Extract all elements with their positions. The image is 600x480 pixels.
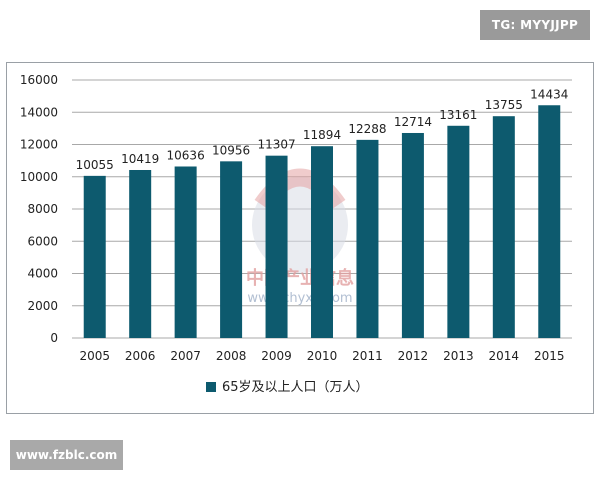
bar-2008 [220, 161, 243, 338]
y-tick-label: 4000 [27, 267, 58, 281]
x-tick-label: 2012 [398, 349, 429, 363]
data-label-2006: 10419 [121, 152, 159, 166]
x-tick-label: 2014 [489, 349, 520, 363]
bar-2011 [356, 139, 379, 338]
y-axis-ticks: 0 2000 4000 6000 8000 10000 12000 14000 16000 [20, 73, 58, 345]
y-tick-label: 16000 [20, 73, 58, 87]
watermark-text: 中国产业信息 [246, 267, 354, 289]
data-label-2009: 11307 [257, 138, 295, 152]
x-tick-label: 2013 [443, 349, 474, 363]
x-axis-ticks: 2005 2006 2007 2008 2009 2010 2011 2012 2013 2014… [79, 349, 564, 363]
bar-2015 [538, 105, 561, 339]
data-label-2010: 11894 [303, 128, 341, 142]
data-label-2014: 13755 [485, 98, 523, 112]
bar-2014 [492, 116, 515, 338]
x-tick-label: 2015 [534, 349, 565, 363]
y-tick-label: 0 [50, 331, 58, 345]
data-label-2011: 12288 [348, 122, 386, 136]
data-label-2007: 10636 [167, 148, 205, 162]
bar-2012 [401, 132, 424, 338]
bar-2005 [83, 175, 106, 338]
data-label-2012: 12714 [394, 115, 432, 129]
legend-swatch [206, 382, 216, 392]
legend: 65岁及以上人口（万人） [206, 380, 369, 395]
y-tick-label: 14000 [20, 105, 58, 119]
y-tick-label: 6000 [27, 234, 58, 248]
site-badge: www.fzblc.com [10, 440, 123, 470]
tg-badge: TG: MYYJJPP [480, 10, 590, 40]
x-tick-label: 2008 [216, 349, 247, 363]
bar-2010 [311, 146, 333, 338]
bar-2013 [447, 125, 470, 339]
x-tick-label: 2010 [307, 349, 338, 363]
bars [83, 105, 561, 339]
data-label-2005: 10055 [76, 158, 114, 172]
bar-2007 [174, 166, 197, 338]
y-tick-label: 2000 [27, 299, 58, 313]
x-tick-label: 2006 [125, 349, 156, 363]
x-tick-label: 2011 [352, 349, 383, 363]
data-label-2008: 10956 [212, 143, 250, 157]
y-tick-label: 12000 [20, 138, 58, 152]
legend-label: 65岁及以上人口（万人） [222, 380, 369, 395]
x-tick-label: 2007 [170, 349, 201, 363]
watermark-url: www.chyxx.com [247, 291, 352, 306]
y-tick-label: 10000 [20, 170, 58, 184]
watermark: 中国产业信息 www.chyxx.com [246, 168, 354, 306]
x-tick-label: 2005 [79, 349, 110, 363]
data-label-2015: 14434 [530, 87, 568, 101]
x-tick-label: 2009 [261, 349, 292, 363]
bar-2009 [265, 155, 288, 338]
y-tick-label: 8000 [27, 202, 58, 216]
data-labels: 10055 10419 10636 10956 11307 11894 12288 12714… [76, 87, 569, 172]
bar-2006 [129, 169, 152, 338]
data-label-2013: 13161 [439, 108, 477, 122]
